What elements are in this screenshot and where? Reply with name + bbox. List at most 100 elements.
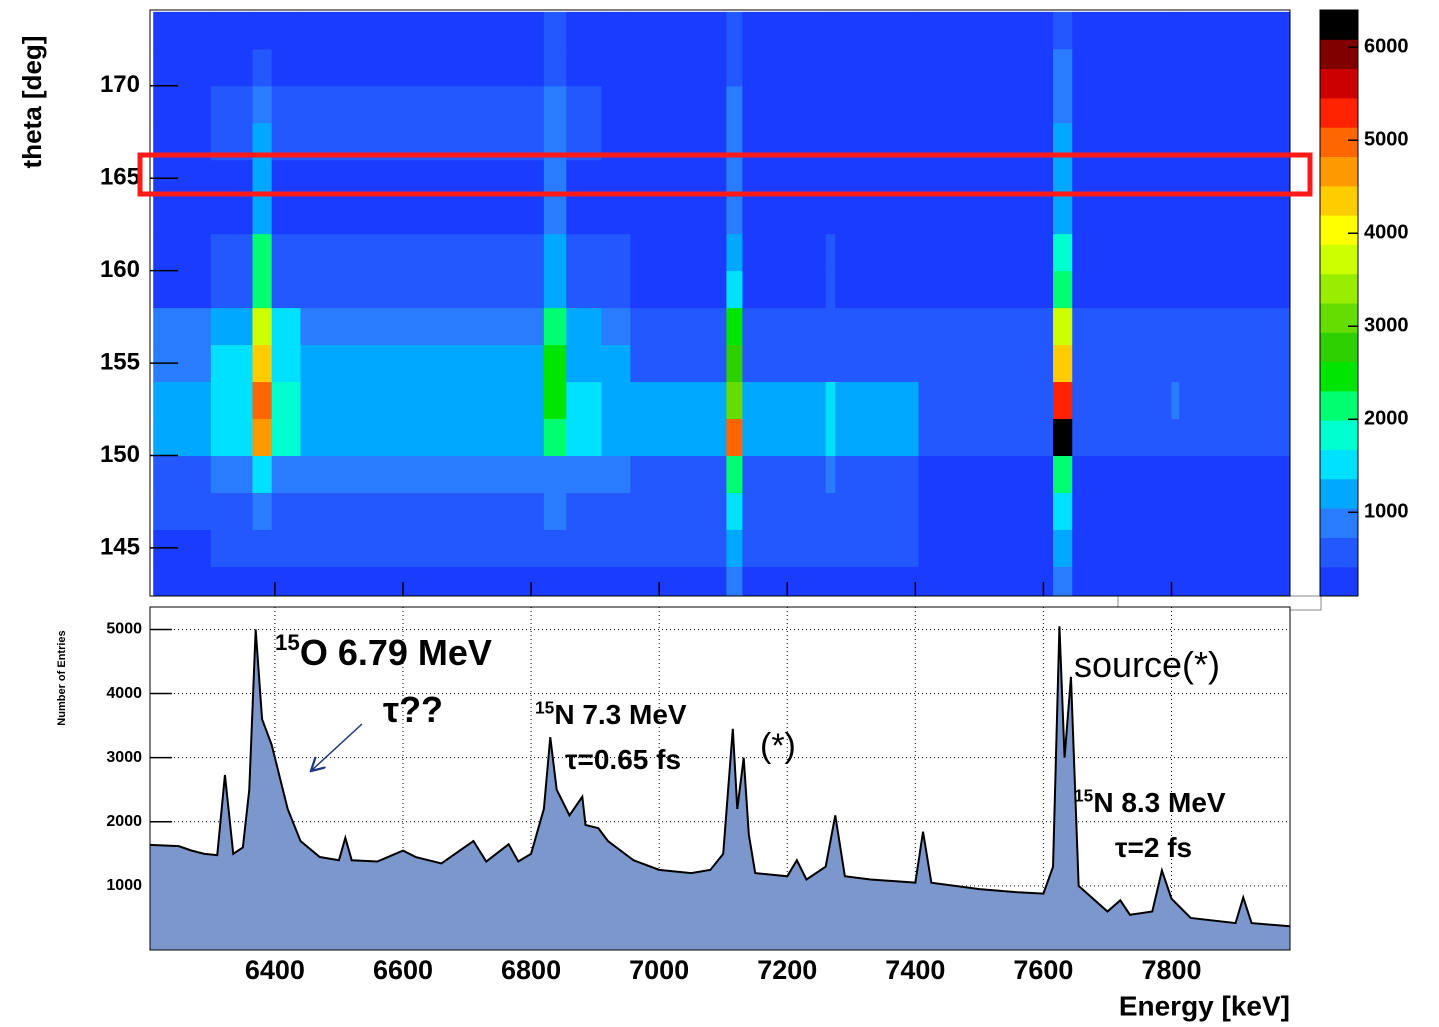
colorbar-band [1320,478,1358,509]
colorbar-band [1320,10,1358,40]
heatmap-cell [726,48,743,87]
heatmap-cell [566,307,603,346]
heatmap-cell [835,566,920,596]
heatmap-cell [601,455,631,493]
heatmap-cell [918,48,1054,87]
heatmap-cell [835,270,920,309]
heatmap-cell [210,233,253,272]
heatmap-cell [1053,418,1073,457]
heatmap-cell [601,233,631,272]
y-tick-label: 160 [100,256,140,283]
colorbar-tick-label: 2000 [1364,408,1409,430]
heatmap-cell [742,48,827,87]
heatmap-cell [726,196,743,235]
heatmap-cell [1072,48,1173,87]
colorbar-band [1320,185,1358,216]
heatmap-cell [543,307,567,346]
heatmap-cell [601,196,631,235]
heatmap-cell [742,492,827,530]
heatmap-cells [153,11,1290,596]
heatmap-cell [252,85,273,124]
heatmap-cell [1171,307,1180,346]
heatmap-cell [726,85,743,124]
heatmap-cell [742,344,827,383]
heatmap-cell [252,529,273,567]
heatmap-cell [742,233,827,272]
heatmap-cell [1053,270,1073,309]
heatmap-cell [543,455,567,493]
heatmap-cell [271,85,302,124]
heatmap-cell [252,48,273,87]
heatmap-cell [726,233,743,272]
colorbar-tick-label: 6000 [1364,35,1409,57]
x-tick-label: 7400 [885,955,945,985]
heatmap-cell [630,307,727,346]
colorbar-band [1320,127,1358,157]
heatmap-cell [153,11,212,50]
heatmap-cell [300,11,545,50]
heatmap-cell [566,418,603,457]
heatmap-cell [210,48,253,87]
annotation-text: τ=2 fs [1115,832,1192,863]
heatmap-cell [271,455,302,493]
colorbar-band [1320,68,1358,99]
heatmap-cell [252,455,273,493]
heatmap-cell [300,196,545,235]
colorbar-band [1320,361,1358,392]
y-tick-label: 3000 [106,749,142,766]
highlight-box [137,152,1313,197]
heatmap-cell [630,270,727,309]
annotation-text: (*) [760,727,796,765]
heatmap-cell [1171,85,1180,124]
heatmap-cell [726,307,743,346]
heatmap-cell [742,566,827,596]
heatmap-cell [630,492,727,530]
heatmap-cell [726,122,743,161]
heatmap-cell [271,48,302,87]
heatmap-cell [825,455,836,493]
heatmap-cell [300,233,545,272]
heatmap-cell [566,48,603,87]
heatmap-cell [742,270,827,309]
heatmap-cell [835,344,920,383]
heatmap-cell [825,344,836,383]
heatmap-frame [149,9,1291,597]
heatmap-cell [825,159,836,198]
heatmap-cell [153,48,212,87]
heatmap-cell [1053,233,1073,272]
heatmap-cell [252,11,273,50]
annotation-text: N 7.3 MeV [554,699,687,730]
colorbar-band [1320,215,1358,245]
heatmap-cell [252,122,273,161]
heatmap-cell [210,159,253,198]
heatmap-cell [300,159,545,198]
annotation: 15O 6.79 MeV [275,630,492,672]
colorbar-band [1320,39,1358,70]
heatmap-cell [1179,566,1290,596]
heatmap-cell [210,85,253,124]
heatmap-cell [566,11,603,50]
heatmap-cell [252,159,273,198]
heatmap-cell [630,233,727,272]
heatmap-cell [1179,11,1290,50]
heatmap-cell [1171,48,1180,87]
heatmap-cell [742,11,827,50]
heatmap-cell [1072,492,1173,530]
heatmap-cell [630,381,727,420]
heatmap-cell [630,344,727,383]
y-tick-label: 2000 [106,813,142,830]
x-tick-label: 6400 [245,955,305,985]
heatmap-cell [726,381,743,420]
colorbar-tick-label: 1000 [1364,501,1409,523]
heatmap-cell [835,159,920,198]
heatmap-cell [543,85,567,124]
heatmap-cell [300,455,545,493]
heatmap-cell [566,159,603,198]
heatmap-cell [300,492,545,530]
heatmap-cell [918,196,1054,235]
heatmap-cell [543,418,567,457]
colorbar-band [1320,449,1358,480]
heatmap-cell [1171,381,1180,420]
heatmap-cell [726,270,743,309]
heatmap-cell [742,455,827,493]
